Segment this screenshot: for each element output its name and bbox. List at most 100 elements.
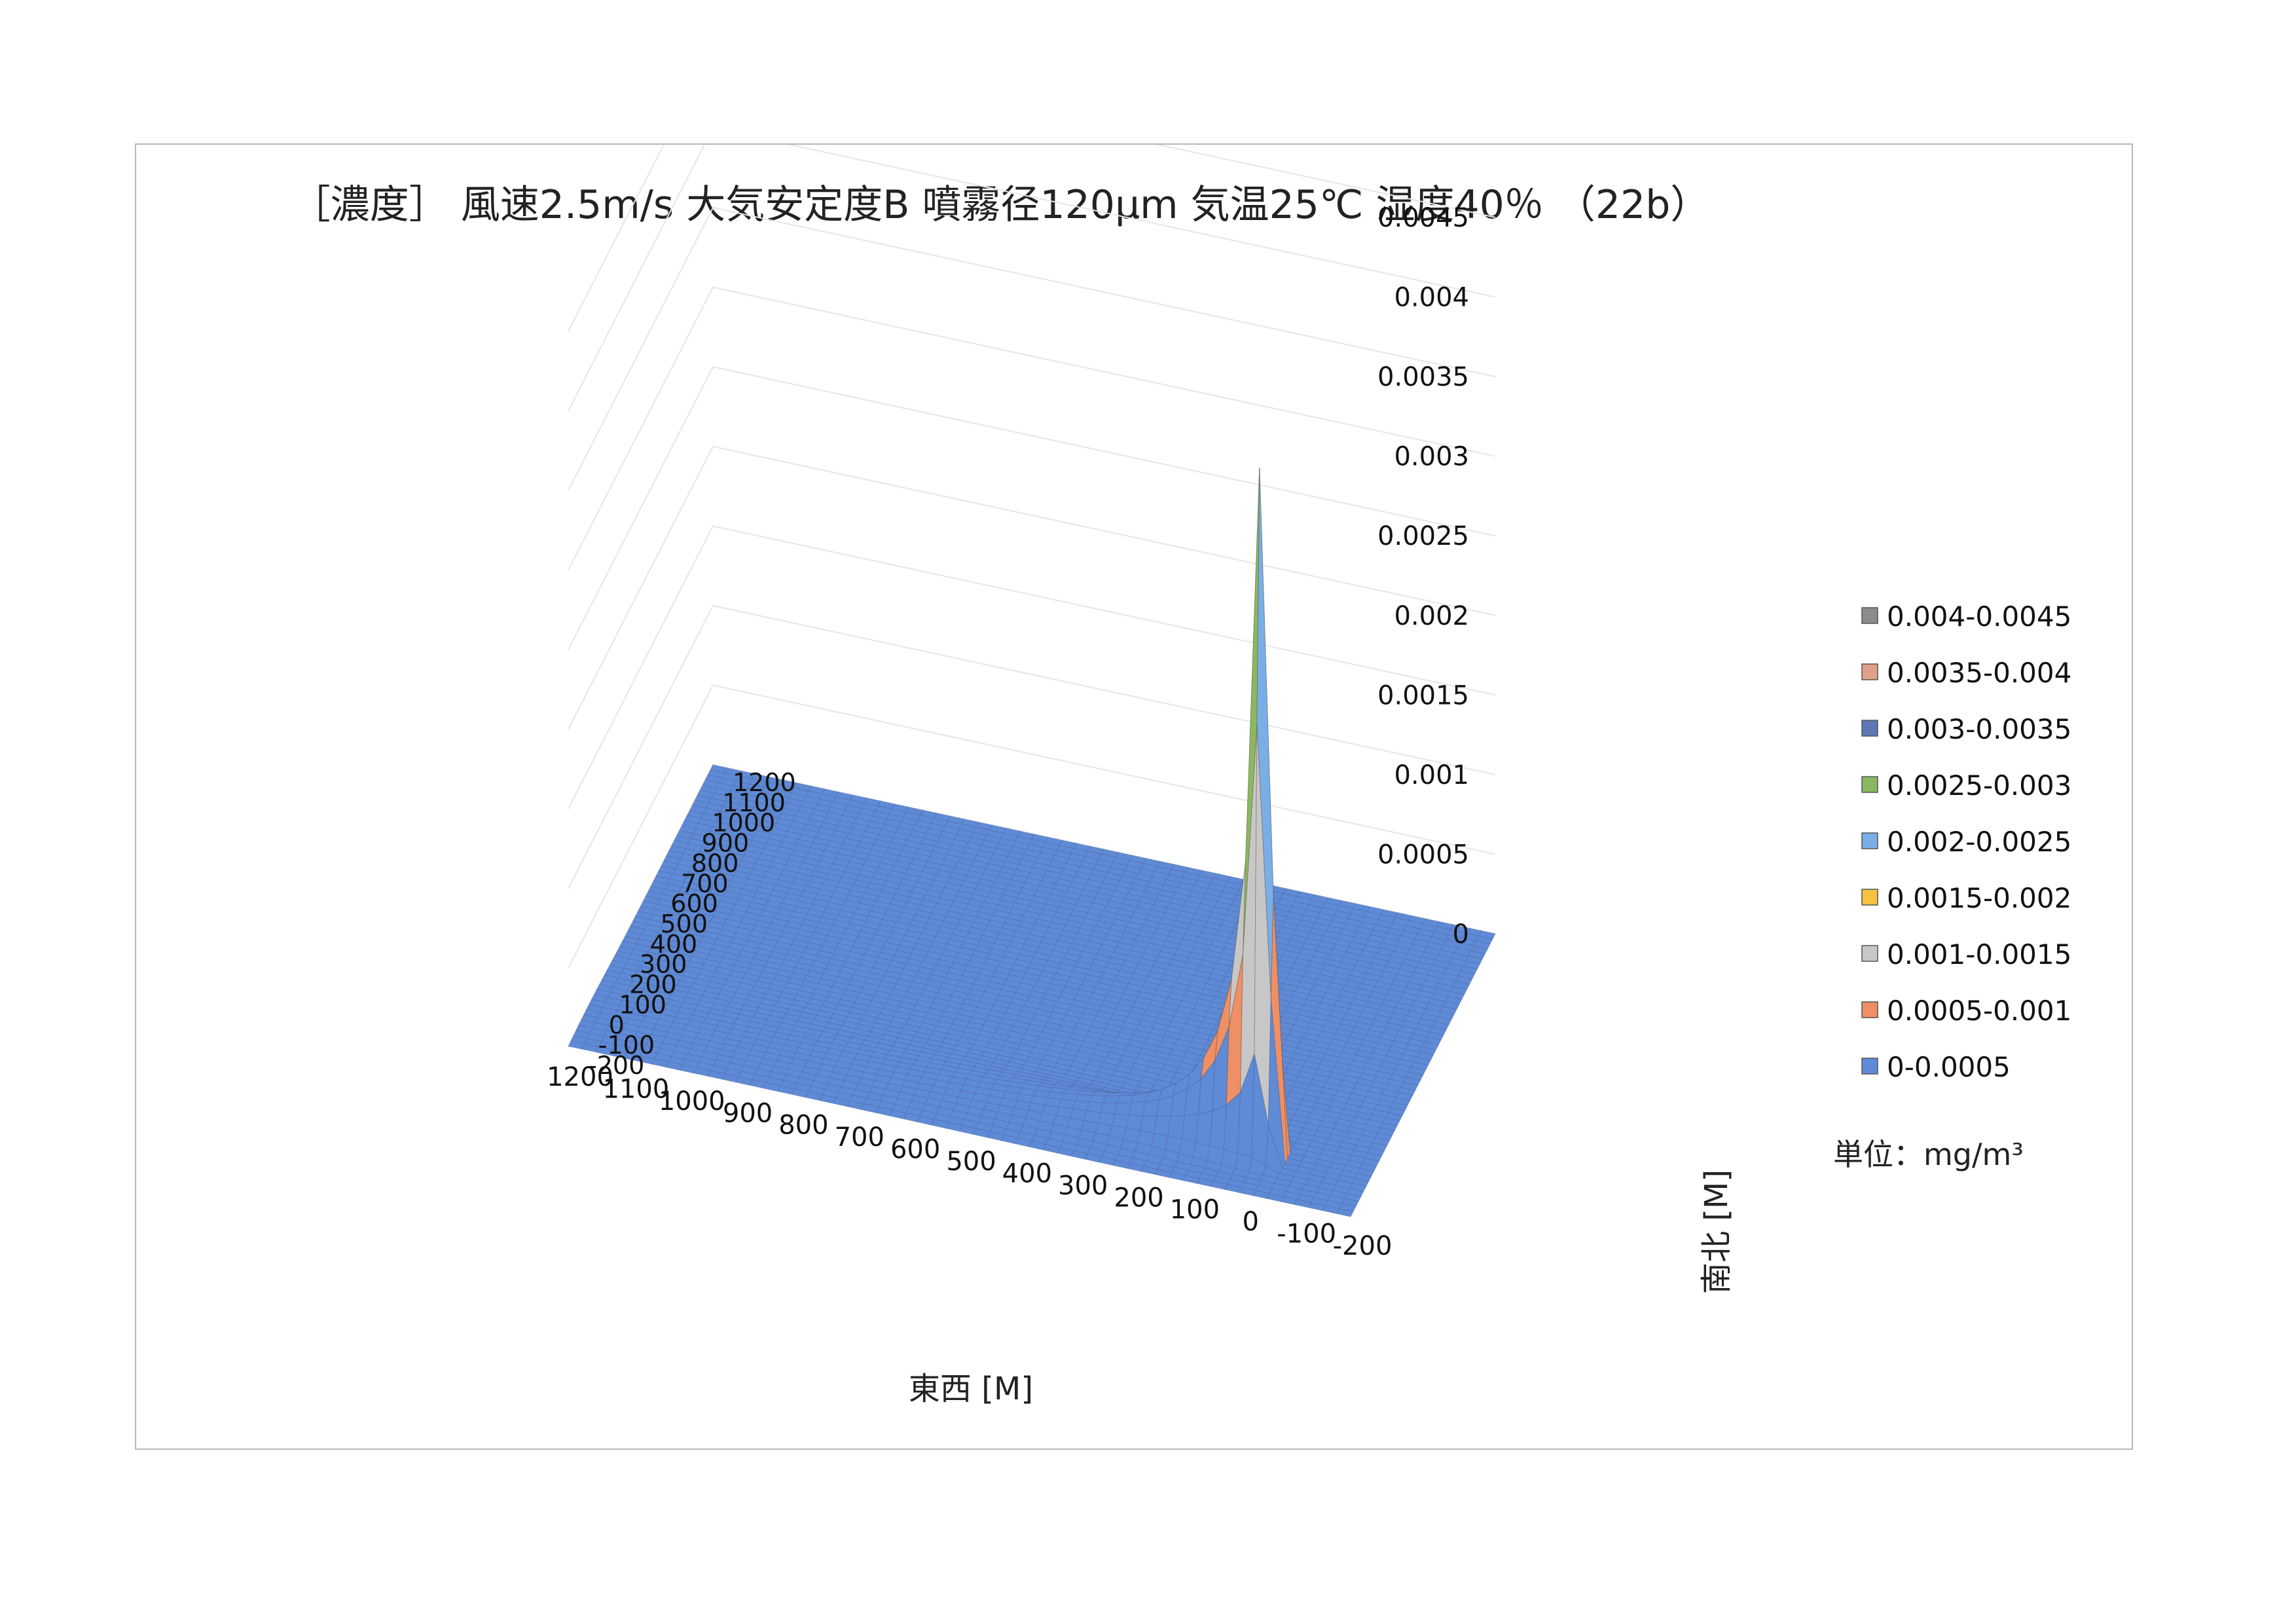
- x-tick-label: 800: [778, 1111, 828, 1141]
- surface-cell: [638, 934, 657, 943]
- surface-cell: [1424, 1036, 1442, 1046]
- x-axis-labels: -200-100 0 1002003004005006007008009001000…: [547, 1062, 1392, 1261]
- x-tick-label: 1100: [602, 1074, 669, 1104]
- surface-cell: [702, 779, 720, 789]
- surface-cell: [1406, 1071, 1424, 1081]
- surface-cell: [793, 1082, 812, 1092]
- surface-plot: [568, 468, 1496, 1217]
- surface-cell: [655, 870, 674, 879]
- surface-cell: [660, 921, 678, 931]
- y-tick-label: -100: [598, 1031, 655, 1060]
- surface-cell: [760, 786, 778, 796]
- surface-cell: [683, 815, 702, 824]
- surface-cell: [788, 854, 806, 864]
- x-tick-label: 1000: [659, 1086, 725, 1116]
- surface-cell: [1086, 1059, 1104, 1068]
- surface-cell: [728, 1028, 746, 1037]
- surface-cell: [989, 1125, 1008, 1135]
- surface-cell: [767, 805, 785, 814]
- surface-cell: [718, 900, 736, 910]
- surface-cell: [716, 1020, 735, 1029]
- z-tick-label: 0.004: [1394, 283, 1469, 313]
- surface-cell: [697, 790, 715, 799]
- surface-cell: [769, 800, 787, 809]
- surface-cell: [696, 1061, 714, 1071]
- y-tick-label: 600: [670, 889, 718, 918]
- surface-cell: [708, 798, 726, 807]
- surface-cell: [1246, 1172, 1264, 1181]
- surface-cell: [1080, 1041, 1099, 1050]
- surface-cell: [1351, 1177, 1370, 1187]
- surface-cell: [625, 1018, 643, 1027]
- z-gridline: [568, 206, 1496, 491]
- surface-cell: [693, 1067, 712, 1077]
- surface-cell: [1099, 1089, 1117, 1094]
- surface-cell: [736, 803, 754, 813]
- surface-cell: [721, 1010, 740, 1020]
- surface-cell: [718, 1048, 736, 1058]
- surface-cell: [777, 1085, 795, 1095]
- surface-cell: [644, 923, 662, 933]
- surface-cell: [610, 1049, 628, 1059]
- surface-cell: [927, 946, 945, 955]
- surface-cell: [776, 908, 794, 917]
- surface-cell: [717, 961, 735, 971]
- surface-cell: [761, 1024, 779, 1033]
- z-gridlines: [568, 145, 1496, 1048]
- legend-label: 0.004-0.0045: [1887, 600, 2071, 633]
- z-gridline: [568, 445, 1496, 730]
- surface-cell: [977, 1081, 995, 1090]
- surface-cell: [725, 974, 744, 984]
- surface-cell: [896, 945, 915, 954]
- surface-cell: [738, 798, 757, 808]
- surface-cell: [591, 994, 609, 1003]
- x-tick-label: 300: [1058, 1171, 1108, 1201]
- z-gridline: [568, 684, 1496, 969]
- y-tick-label: 800: [691, 849, 739, 877]
- surface-cell: [628, 953, 646, 963]
- surface-cell: [758, 1029, 776, 1038]
- surface-cell: [1336, 1208, 1354, 1217]
- surface-cell: [1370, 1142, 1387, 1152]
- surface-cell: [670, 1050, 689, 1060]
- surface-cell: [691, 861, 709, 870]
- surface-cell: [780, 959, 799, 969]
- surface-cell: [1050, 1123, 1068, 1135]
- surface-cell: [776, 846, 795, 855]
- z-gridline: [568, 145, 1496, 332]
- surface-cell: [1173, 1073, 1190, 1097]
- z-gridline: [568, 604, 1496, 889]
- surface-cell: [916, 1082, 934, 1092]
- surface-cell: [727, 790, 745, 800]
- surface-cell: [779, 991, 797, 1001]
- surface-cell: [649, 942, 668, 951]
- surface-cell: [678, 1035, 697, 1044]
- surface-cell: [720, 1043, 738, 1053]
- surface-cell: [732, 991, 750, 1001]
- surface-cell: [651, 908, 669, 918]
- z-gridline: [568, 366, 1496, 650]
- surface-cell: [721, 924, 739, 933]
- surface-cell: [1364, 1153, 1383, 1162]
- surface-cell: [603, 1030, 621, 1040]
- surface-cell: [706, 1040, 724, 1050]
- y-axis-labels: -200-10001002003004005006007008009001000…: [588, 768, 796, 1080]
- surface-cell: [773, 913, 792, 922]
- x-tick-label: 1200: [547, 1062, 613, 1092]
- surface-cell: [629, 1041, 647, 1051]
- surface-cell: [774, 1001, 792, 1010]
- surface-cell: [578, 1019, 596, 1029]
- y-tick-label: 1100: [722, 788, 786, 817]
- legend-swatch: [1861, 720, 1878, 737]
- surface-cell: [652, 996, 670, 1005]
- surface-cell: [780, 1018, 798, 1026]
- z-tick-label: 0.002: [1394, 601, 1469, 631]
- surface-cell: [958, 1036, 976, 1045]
- surface-cell: [1460, 965, 1478, 975]
- surface-cell: [1025, 1056, 1044, 1065]
- surface-cell: [1473, 940, 1491, 950]
- surface-cell: [743, 912, 761, 921]
- surface-cell: [745, 906, 763, 916]
- surface-cell: [734, 1046, 752, 1056]
- legend-label: 0.002-0.0025: [1887, 826, 2071, 858]
